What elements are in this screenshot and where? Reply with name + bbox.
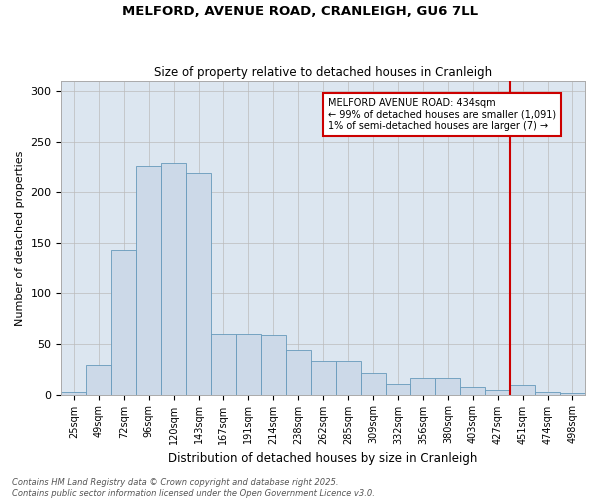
Bar (111, 250, 136, 394)
Y-axis label: Number of detached properties: Number of detached properties (15, 150, 25, 326)
Bar (311, 361, 335, 394)
Bar (386, 384, 410, 394)
Text: Contains HM Land Registry data © Crown copyright and database right 2025.
Contai: Contains HM Land Registry data © Crown c… (12, 478, 375, 498)
Bar (211, 334, 236, 394)
Bar (261, 335, 286, 394)
Bar (361, 374, 386, 394)
Text: MELFORD, AVENUE ROAD, CRANLEIGH, GU6 7LL: MELFORD, AVENUE ROAD, CRANLEIGH, GU6 7LL (122, 5, 478, 18)
Bar (61, 392, 86, 394)
Bar (186, 173, 211, 394)
Bar (335, 361, 361, 394)
Bar (236, 334, 261, 394)
Bar (535, 392, 560, 394)
X-axis label: Distribution of detached houses by size in Cranleigh: Distribution of detached houses by size … (169, 452, 478, 465)
Bar (410, 378, 436, 394)
Bar (460, 388, 485, 394)
Bar (136, 166, 161, 394)
Bar (510, 386, 535, 394)
Bar (485, 390, 510, 394)
Text: MELFORD AVENUE ROAD: 434sqm
← 99% of detached houses are smaller (1,091)
1% of s: MELFORD AVENUE ROAD: 434sqm ← 99% of det… (328, 98, 556, 132)
Bar (86, 365, 111, 394)
Title: Size of property relative to detached houses in Cranleigh: Size of property relative to detached ho… (154, 66, 492, 78)
Bar (436, 378, 460, 394)
Bar (161, 163, 186, 394)
Bar (560, 392, 585, 394)
Bar (286, 350, 311, 395)
